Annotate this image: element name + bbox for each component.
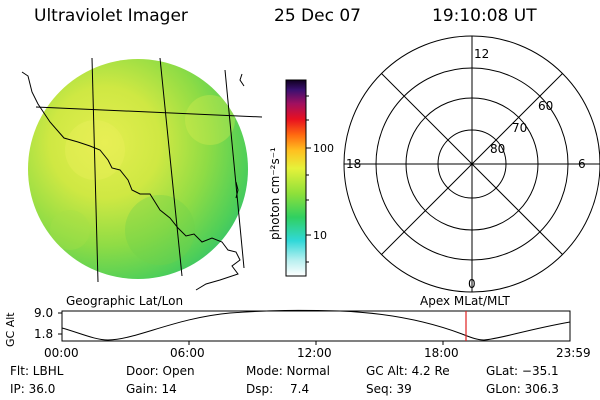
sequence-status: Seq: 39: [366, 382, 412, 396]
orbit-y-axis-label: GC Alt: [4, 312, 17, 347]
uv-image: [28, 59, 248, 279]
mlt-label-12: 12: [474, 47, 489, 61]
orbit-x-tick-1200: 12:00: [297, 346, 332, 360]
gain-status: Gain: 14: [126, 382, 177, 396]
ip-status: IP: 36.0: [10, 382, 56, 396]
color-bar: 100 10 photon cm⁻²s⁻¹: [268, 79, 334, 277]
orbit-y-tick-high: 9.0: [34, 306, 54, 320]
mlat-label-80: 80: [490, 142, 505, 156]
orbit-altitude-curve: [61, 309, 571, 341]
geo-latitude-status: GLat: −35.1: [486, 364, 559, 378]
orbit-x-tick-1800: 18:00: [424, 346, 459, 360]
colorbar-unit-label: photon cm⁻²s⁻¹: [268, 147, 282, 240]
mode-status: Mode: Normal: [246, 364, 330, 378]
polar-plot: [343, 35, 600, 293]
observation-date: 25 Dec 07: [274, 6, 361, 26]
mlt-label-0: 0: [468, 277, 476, 291]
geographic-grid: [21, 57, 263, 291]
mlt-label-6: 6: [578, 157, 586, 171]
instrument-title: Ultraviolet Imager: [34, 6, 188, 26]
mlat-label-70: 70: [512, 121, 527, 135]
orbit-x-tick-2359: 23:59: [556, 346, 591, 360]
orbit-panel: [58, 309, 571, 345]
dsp-label: Dsp:: [246, 382, 274, 396]
mlt-label-18: 18: [346, 157, 361, 171]
observation-time: 19:10:08 UT: [432, 6, 537, 26]
dsp-value: 7.4: [290, 382, 310, 396]
gc-altitude-status: GC Alt: 4.2 Re: [366, 364, 450, 378]
filter-status: Flt: LBHL: [10, 364, 64, 378]
door-status: Door: Open: [126, 364, 195, 378]
orbit-y-tick-low: 1.8: [34, 327, 54, 341]
geographic-caption: Geographic Lat/Lon: [66, 294, 184, 308]
colorbar-tick-100: 100: [313, 142, 334, 155]
orbit-x-tick-0000: 00:00: [44, 346, 79, 360]
colorbar-tick-10: 10: [313, 229, 327, 242]
coastline: [21, 71, 241, 291]
mlat-label-60: 60: [538, 99, 553, 113]
apex-caption: Apex MLat/MLT: [420, 294, 510, 308]
orbit-x-tick-0600: 06:00: [170, 346, 205, 360]
geo-longitude-status: GLon: 306.3: [486, 382, 559, 396]
